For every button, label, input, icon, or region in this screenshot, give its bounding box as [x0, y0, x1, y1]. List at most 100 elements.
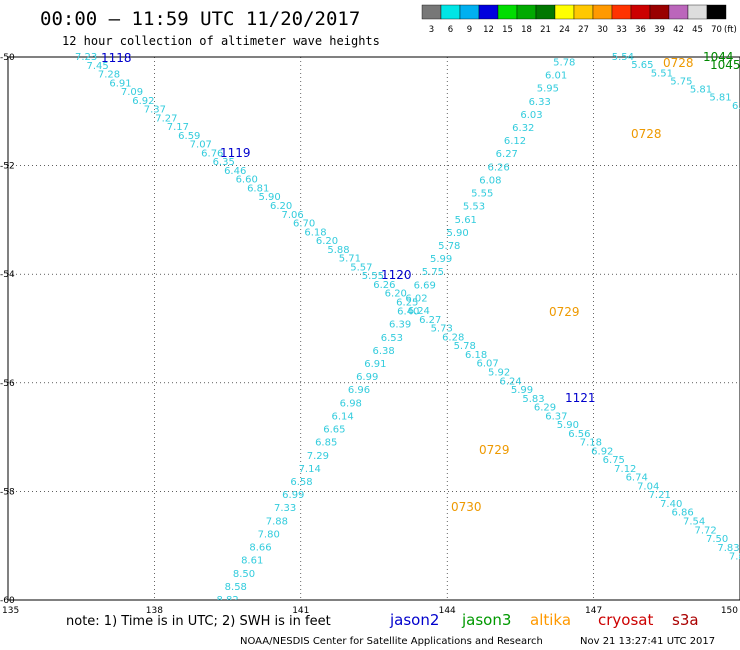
wave-height-value: 5.99	[430, 254, 452, 265]
wave-height-value: 8.50	[233, 569, 255, 580]
pass-time-label: 1118	[101, 51, 132, 65]
timestamp-text: Nov 21 13:27:41 UTC 2017	[580, 636, 715, 647]
scale-swatch	[459, 4, 480, 20]
wave-height-value: 5.83	[522, 394, 544, 405]
scale-label: 12	[483, 25, 494, 35]
scale-label: 15	[502, 25, 513, 35]
scale-label: 39	[654, 25, 665, 35]
wave-height-value: 5.55	[362, 271, 384, 282]
longitude-label: 147	[585, 606, 602, 616]
wave-height-value: 6.18	[304, 227, 326, 238]
scale-swatch	[573, 4, 594, 20]
wave-height-value: 6.38	[372, 346, 394, 357]
wave-height-value: 7.04	[637, 481, 659, 492]
wave-height-value: 6.24	[408, 306, 430, 317]
scale-label: 9	[467, 25, 472, 35]
wave-height-value: 7.14	[299, 464, 321, 475]
wave-height-value: 5.75	[670, 76, 692, 87]
scale-swatch	[478, 4, 499, 20]
scale-label: 18	[521, 25, 532, 35]
wave-height-value: 6.74	[626, 473, 648, 484]
pass-time-label: 1121	[565, 391, 596, 405]
mission-altika: altika	[530, 611, 571, 629]
scale-swatch	[554, 4, 575, 20]
scale-swatch	[611, 4, 632, 20]
wave-height-value: 5.55	[471, 189, 493, 200]
wave-height-value: 7.29	[307, 451, 329, 462]
wave-height-value: 6.29	[534, 403, 556, 414]
wave-height-value: 8.61	[241, 556, 263, 567]
wave-height-value: 5.71	[339, 254, 361, 265]
wave-height-value: 6.28	[442, 333, 464, 344]
wave-height-value: 6.27	[496, 149, 518, 160]
wave-height-value: 6.40	[397, 307, 419, 318]
wave-height-value: 6.20	[270, 201, 292, 212]
mission-legend: jason2 jason3 altika cryosat s3a	[389, 611, 699, 629]
wave-height-value: 6.60	[236, 175, 258, 186]
scale-label: 42	[673, 25, 684, 35]
wave-height-value: 6.18	[465, 350, 487, 361]
scale-swatch	[497, 4, 518, 20]
scale-label: 30	[597, 25, 608, 35]
wave-height-value: 6.96	[348, 385, 370, 396]
latitude-label: -52	[0, 162, 15, 172]
wave-height-value: 7.12	[614, 464, 636, 475]
wave-height-value: 7.06	[281, 210, 303, 221]
wave-height-value: 6.39	[389, 320, 411, 331]
wave-height-value: 6.20	[316, 236, 338, 247]
pass-time-label: 0728	[631, 127, 662, 141]
scale-swatch	[592, 4, 613, 20]
latitude-label: -58	[0, 487, 15, 497]
wave-height-value: 6.59	[178, 131, 200, 142]
pass-time-label: 1045	[710, 58, 740, 72]
scale-label: 21	[540, 25, 551, 35]
scale-label: 24	[559, 25, 570, 35]
wave-height-value: 5.61	[455, 215, 477, 226]
wave-height-value: 6.58	[290, 477, 312, 488]
longitude-label: 135	[2, 606, 19, 616]
wave-height-value: 8.58	[225, 582, 247, 593]
wave-height-value: 6.92	[591, 446, 613, 457]
wave-height-value: 6.37	[545, 411, 567, 422]
wave-height-value: 7.83	[717, 543, 739, 554]
wave-height-value: 5.81	[709, 93, 731, 104]
wave-height-value: 6.92	[132, 96, 154, 107]
scale-swatch	[630, 4, 651, 20]
color-scale: 3 6 9 12 15 18 21 24 27 30 33 36 39 42 45 70 (ft)	[421, 4, 737, 35]
wave-height-value: 6.46	[224, 166, 246, 177]
wave-height-value: 6.69	[414, 280, 436, 291]
wave-height-value: 7.27	[155, 113, 177, 124]
wave-height-value: 5.53	[463, 202, 485, 213]
wave-height-value: 6.35	[213, 157, 235, 168]
wave-height-value: 6.75	[603, 455, 625, 466]
wave-height-value: 8.82	[216, 595, 238, 606]
wave-height-value: 5.57	[350, 262, 372, 273]
latitude-label: -54	[0, 270, 15, 280]
wave-height-value: 6.85	[315, 438, 337, 449]
wave-height-value: 6.24	[499, 376, 521, 387]
mission-jason3: jason3	[461, 611, 511, 629]
wave-height-value: 6.20	[385, 289, 407, 300]
wave-height-value: 6.01	[545, 71, 567, 82]
pass-time-label: 1119	[220, 146, 251, 160]
scale-swatch	[440, 4, 461, 20]
wave-height-value: 7.09	[121, 87, 143, 98]
wave-height-value: 6.81	[247, 184, 269, 195]
wave-height-value: 6.12	[504, 136, 526, 147]
map-subtitle: 12 hour collection of altimeter wave hei…	[62, 34, 380, 48]
pass-time-label: 0729	[479, 443, 510, 457]
latitude-label: -50	[0, 53, 15, 63]
scale-label: 3	[429, 25, 434, 35]
longitude-label: 144	[439, 606, 456, 616]
wave-height-value: 7.28	[98, 70, 120, 81]
wave-height-tracks: 7.237.457.286.917.096.927.377.277.176.59…	[75, 52, 740, 606]
wave-height-value: 6.91	[364, 359, 386, 370]
footer-note: note: 1) Time is in UTC; 2) SWH is in fe…	[66, 614, 331, 629]
wave-height-value: 5.95	[537, 84, 559, 95]
plot-frame	[7, 56, 740, 601]
scale-swatch	[668, 4, 689, 20]
wave-height-value: 7.07	[190, 140, 212, 151]
wave-height-value: 5.54	[612, 52, 634, 63]
